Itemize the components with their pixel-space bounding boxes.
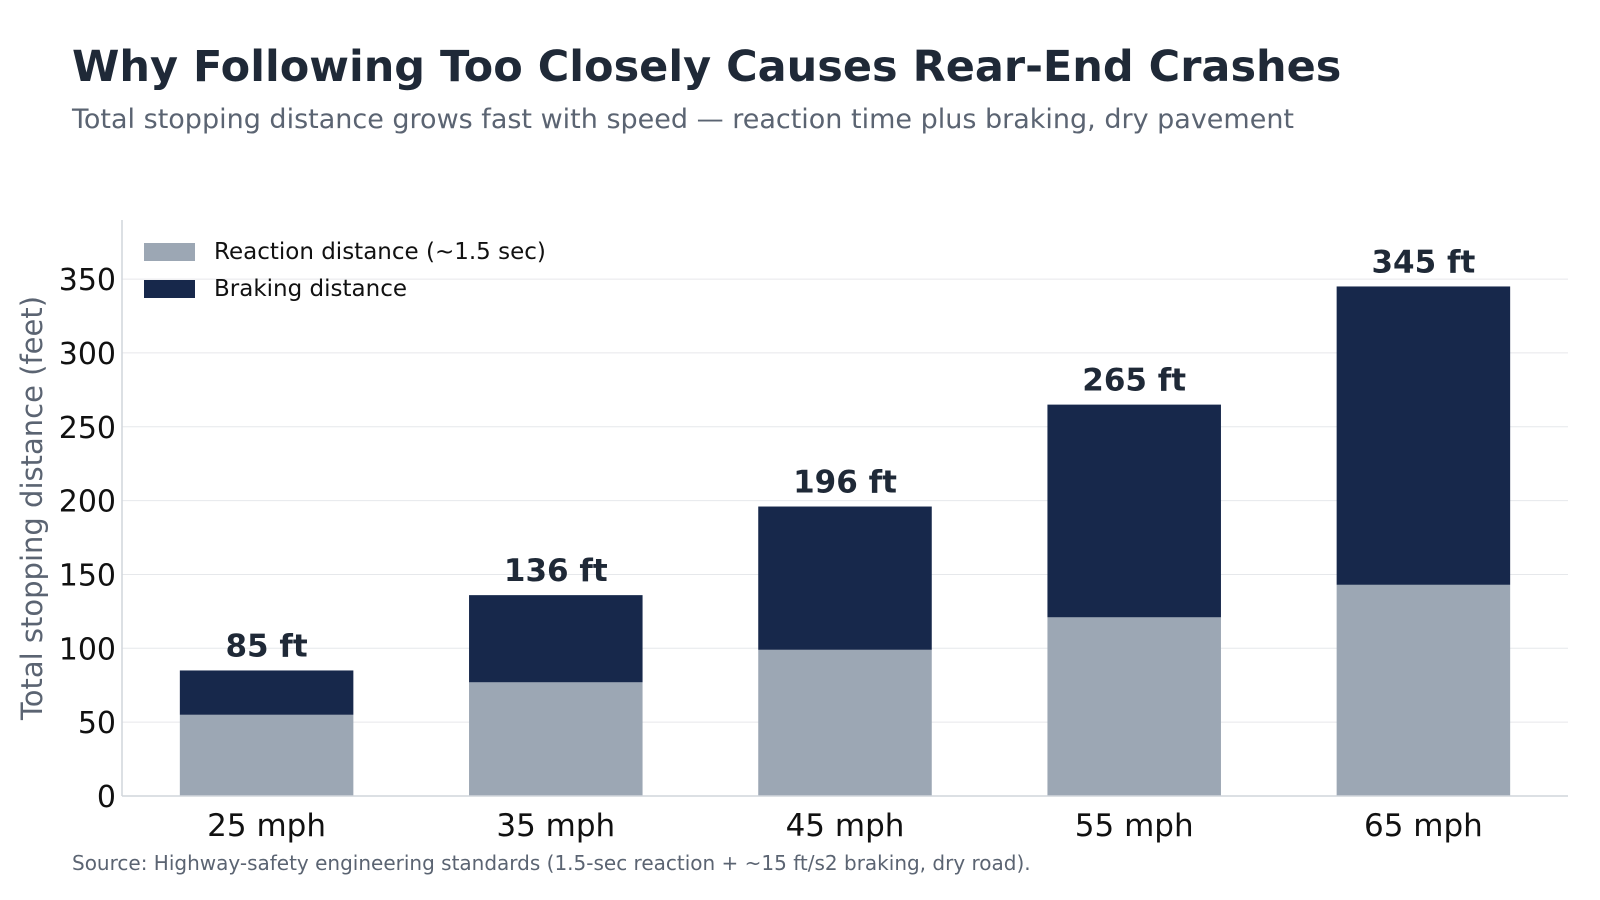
bar-segment-braking	[469, 595, 643, 683]
bar-segment-braking	[758, 506, 932, 650]
y-axis-label: Total stopping distance (feet)	[15, 296, 49, 721]
bar-total-label: 345 ft	[1371, 244, 1475, 280]
bar-segment-reaction	[758, 649, 932, 796]
y-tick-label: 150	[59, 558, 116, 593]
y-tick-label: 300	[59, 337, 116, 372]
bar-segment-braking	[1047, 404, 1221, 618]
bars	[179, 286, 1511, 796]
x-tick-label: 55 mph	[1075, 808, 1194, 844]
bar-segment-reaction	[1047, 617, 1221, 796]
legend-swatch-reaction	[144, 243, 195, 261]
legend-swatch-braking	[144, 280, 195, 298]
legend-label-braking: Braking distance	[214, 276, 407, 302]
y-tick-label: 0	[97, 780, 116, 815]
bar-total-label: 136 ft	[504, 553, 608, 589]
chart-title: Why Following Too Closely Causes Rear-En…	[72, 42, 1342, 92]
x-tick-label: 65 mph	[1364, 808, 1483, 844]
x-tick-label: 25 mph	[207, 808, 326, 844]
x-tick-label: 45 mph	[786, 808, 905, 844]
legend-label-reaction: Reaction distance (~1.5 sec)	[214, 239, 546, 265]
y-tick-label: 100	[59, 632, 116, 667]
labels: 0 50 100 150 200 250 300 350 85 ft 25 mph 136 ft 35…	[15, 244, 1483, 844]
chart-subtitle: Total stopping distance grows fast with …	[72, 104, 1295, 135]
bar-total-label: 196 ft	[793, 465, 897, 501]
bar-segment-reaction	[179, 714, 354, 796]
bar-total-label: 85 ft	[225, 628, 307, 664]
legend: Reaction distance (~1.5 sec) Braking dist…	[144, 239, 546, 302]
bar-segment-braking	[179, 670, 354, 715]
bar-segment-braking	[1336, 286, 1511, 585]
source-note: Source: Highway-safety engineering stand…	[72, 851, 1031, 875]
bar-total-label: 265 ft	[1082, 363, 1186, 399]
axes	[121, 220, 1568, 797]
y-tick-label: 50	[78, 706, 116, 741]
y-tick-label: 200	[59, 485, 116, 520]
y-tick-label: 250	[59, 411, 116, 446]
y-tick-label: 350	[59, 263, 116, 298]
bar-segment-reaction	[469, 682, 643, 796]
bar-segment-reaction	[1336, 584, 1511, 796]
x-tick-label: 35 mph	[496, 808, 615, 844]
